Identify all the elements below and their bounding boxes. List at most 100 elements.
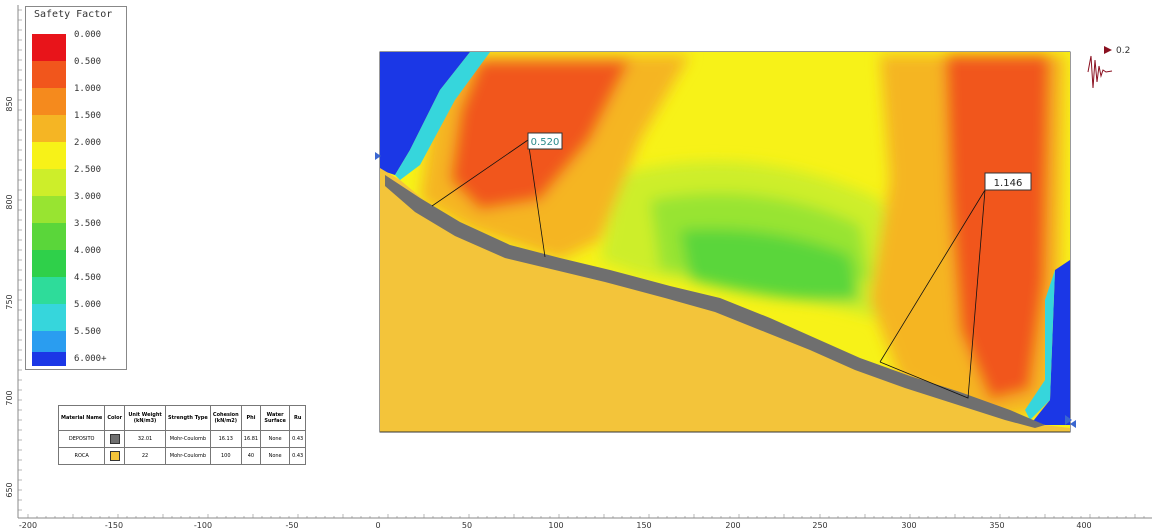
cohesion: 100: [209, 447, 242, 465]
cohesion: 16.13: [209, 430, 242, 448]
y-tick-label: 700: [5, 390, 14, 405]
material-properties-table: Material Name Color Unit Weight (kN/m3) …: [57, 405, 307, 465]
fs-label-left: 0.520: [527, 132, 563, 150]
y-axis: 650 700 750 800 850: [5, 5, 22, 518]
y-tick-label: 800: [5, 194, 14, 209]
legend-swatch: [32, 88, 66, 115]
legend-panel: Safety Factor 0.000 0.500 1.000 1.500 2.000 2…: [25, 6, 127, 370]
legend-swatch: [32, 304, 66, 331]
x-tick-label: 100: [548, 521, 563, 530]
material-name: ROCA: [57, 447, 106, 465]
rock-ground: [380, 168, 1070, 432]
strength-type: Mohr-Coulomb: [165, 430, 211, 448]
material-color: [104, 447, 126, 465]
water-surface: None: [260, 447, 291, 465]
y-tick-label: 750: [5, 294, 14, 309]
legend-label: 2.000: [74, 138, 101, 148]
phi: 40: [240, 447, 262, 465]
seismic-arrow-icon: [1104, 46, 1112, 54]
x-tick-label: 250: [812, 521, 827, 530]
header-phi: Phi: [240, 405, 262, 431]
x-tick-label: 300: [901, 521, 916, 530]
legend-label: 5.500: [74, 327, 101, 337]
x-tick-label: -150: [105, 521, 123, 530]
legend-label: 5.000: [74, 300, 101, 310]
y-tick-label: 850: [5, 96, 14, 111]
header-color: Color: [104, 405, 126, 431]
table-row: DEPOSITO 32.01 Mohr-Coulomb 16.13 16.81 …: [57, 430, 307, 448]
legend-label: 3.000: [74, 192, 101, 202]
legend-swatch: [32, 352, 66, 366]
material-name: DEPOSITO: [57, 430, 106, 448]
right-top-marker: [1065, 415, 1072, 425]
right-boundary-marker: [1070, 420, 1076, 428]
header-water-surface: Water Surface: [260, 405, 291, 431]
deposit-layer: [385, 175, 1045, 428]
x-tick-label: -50: [285, 521, 298, 530]
legend-swatch: [32, 142, 66, 169]
color-swatch: [109, 434, 120, 444]
unit-weight: 22: [124, 447, 167, 465]
legend-scale: 0.000 0.500 1.000 1.500 2.000 2.500 3.000 3.500…: [32, 30, 107, 366]
legend-label: 4.500: [74, 273, 101, 283]
header-unit-weight: Unit Weight (kN/m3): [124, 405, 167, 431]
x-tick-label: 200: [725, 521, 740, 530]
fs-value-right: 1.146: [994, 178, 1023, 189]
legend-swatch: [32, 34, 66, 61]
legend-label: 4.000: [74, 246, 101, 256]
x-tick-label: 400: [1076, 521, 1091, 530]
legend-swatch: [32, 196, 66, 223]
strength-type: Mohr-Coulomb: [165, 447, 211, 465]
color-swatch: [109, 451, 120, 461]
x-tick-label: -100: [194, 521, 212, 530]
legend-title: Safety Factor: [34, 9, 113, 20]
contour-blue-left: [380, 52, 470, 175]
legend-swatch: [32, 277, 66, 304]
header-strength-type: Strength Type: [165, 405, 211, 431]
legend-label: 3.500: [74, 219, 101, 229]
x-tick-label: 350: [989, 521, 1004, 530]
phi: 16.81: [240, 430, 262, 448]
legend-label: 0.500: [74, 57, 101, 67]
x-axis: -200 -150 -100 -50 0 50 100 150 200 250 …: [18, 514, 1152, 530]
legend-label: 1.500: [74, 111, 101, 121]
ru: 0.43: [289, 447, 307, 465]
legend-label: 2.500: [74, 165, 101, 175]
contour-blue-right: [1030, 260, 1070, 425]
contour-cyan-left: [395, 52, 490, 180]
legend-swatch: [32, 250, 66, 277]
safety-factor-contours: [380, 52, 1070, 432]
unit-weight: 32.01: [124, 430, 167, 448]
y-tick-label: 650: [5, 482, 14, 497]
ru: 0.43: [289, 430, 307, 448]
material-color: [104, 430, 126, 448]
fs-value-left: 0.520: [531, 137, 560, 148]
slip-surface-right: [879, 189, 986, 399]
header-material-name: Material Name: [57, 405, 106, 431]
x-tick-label: 150: [636, 521, 651, 530]
header-ru: Ru: [289, 405, 307, 431]
seismic-value: 0.2: [1116, 46, 1130, 56]
legend-label: 0.000: [74, 30, 101, 40]
left-boundary-marker: [375, 152, 381, 160]
water-surface: None: [260, 430, 291, 448]
fs-label-right: 1.146: [984, 172, 1032, 191]
contour-red-right: [945, 55, 1050, 400]
legend-swatch: [32, 169, 66, 196]
legend-swatch: [32, 61, 66, 88]
table-row: ROCA 22 Mohr-Coulomb 100 40 None 0.43: [57, 447, 307, 465]
legend-swatch: [32, 223, 66, 250]
legend-swatch: [32, 115, 66, 142]
x-tick-label: 0: [375, 521, 380, 530]
legend-label: 1.000: [74, 84, 101, 94]
seismic-load-indicator: 0.2: [1087, 46, 1130, 89]
table-header-row: Material Name Color Unit Weight (kN/m3) …: [57, 405, 307, 431]
header-cohesion: Cohesion (kN/m2): [209, 405, 242, 431]
contour-cyan-right: [1025, 270, 1055, 420]
contour-green-deep: [680, 228, 860, 301]
legend-label: 6.000+: [74, 354, 107, 364]
x-tick-label: -200: [19, 521, 37, 530]
x-tick-label: 50: [462, 521, 472, 530]
model-area: 0.520 1.146: [375, 51, 1076, 433]
